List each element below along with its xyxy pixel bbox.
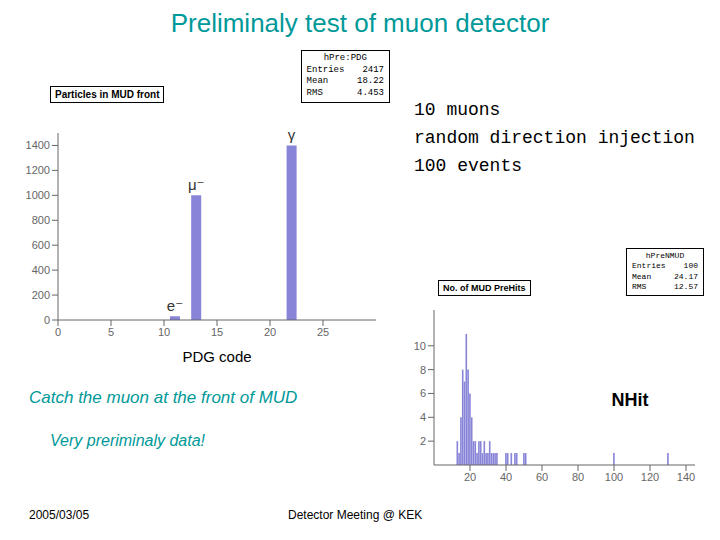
html-text:Entries: Entries	[306, 64, 345, 75]
html-text:RMS: RMS	[306, 88, 323, 99]
html-text:10 muons: 10 muons	[414, 100, 501, 120]
svg-text:60: 60	[536, 470, 548, 482]
html-text:RMS: RMS	[632, 282, 647, 292]
html-text:NHit: NHit	[611, 389, 649, 410]
html-text:Mean: Mean	[632, 271, 652, 281]
svg-text:10: 10	[158, 326, 170, 338]
svg-text:γ: γ	[288, 126, 296, 143]
svg-text:600: 600	[32, 239, 50, 251]
html-text:100: 100	[683, 261, 698, 271]
html-text:12.57: 12.57	[674, 282, 698, 292]
svg-text:80: 80	[572, 470, 584, 482]
html-text:Detector Meeting @ KEK: Detector Meeting @ KEK	[288, 508, 423, 522]
svg-text:40: 40	[500, 470, 512, 482]
html-text:24.17: 24.17	[674, 271, 698, 281]
svg-text:200: 200	[32, 289, 50, 301]
html-text:hPre:PDG: hPre:PDG	[323, 53, 367, 63]
html-text:18.22: 18.22	[357, 76, 384, 87]
svg-text:5: 5	[108, 326, 114, 338]
svg-text:0: 0	[44, 314, 50, 326]
svg-text:PDG code: PDG code	[182, 348, 251, 362]
svg-text:800: 800	[32, 214, 50, 226]
svg-text:140: 140	[677, 470, 695, 482]
html-text:4.453: 4.453	[357, 88, 384, 99]
svg-text:10: 10	[414, 339, 426, 351]
html-text:2417: 2417	[362, 64, 384, 75]
svg-text:1200: 1200	[26, 164, 50, 176]
html-text:Catch the muon at the front of: Catch the muon at the front of MUD	[29, 388, 298, 407]
svg-text:4: 4	[420, 411, 426, 423]
html-text:Very preriminaly data!: Very preriminaly data!	[50, 432, 205, 449]
svg-text:100: 100	[605, 470, 623, 482]
html-text:random direction injection: random direction injection	[414, 128, 695, 148]
svg-text:400: 400	[32, 264, 50, 276]
html-text:Particles in MUD front: Particles in MUD front	[55, 88, 160, 100]
html-text:Entries: Entries	[632, 261, 666, 271]
svg-text:120: 120	[641, 470, 659, 482]
svg-text:15: 15	[211, 326, 223, 338]
svg-text:μ⁻: μ⁻	[188, 176, 205, 193]
svg-text:8: 8	[420, 363, 426, 375]
svg-text:0: 0	[55, 326, 61, 338]
html-text:Preliminaly test of muon detec: Preliminaly test of muon detector	[170, 8, 550, 38]
html-text:hPreNMUD: hPreNMUD	[645, 251, 685, 260]
html-text:2005/03/05: 2005/03/05	[29, 508, 90, 522]
html-text:Mean: Mean	[306, 76, 329, 87]
svg-text:20: 20	[464, 470, 476, 482]
svg-text:1000: 1000	[26, 189, 50, 201]
svg-text:25: 25	[317, 326, 329, 338]
html-text:No. of MUD PreHits: No. of MUD PreHits	[443, 282, 526, 293]
svg-text:6: 6	[420, 387, 426, 399]
svg-text:2: 2	[420, 435, 426, 447]
svg-text:1400: 1400	[26, 139, 50, 151]
svg-text:20: 20	[264, 326, 276, 338]
svg-text:e⁻: e⁻	[167, 297, 183, 314]
html-text:100 events: 100 events	[414, 156, 522, 176]
